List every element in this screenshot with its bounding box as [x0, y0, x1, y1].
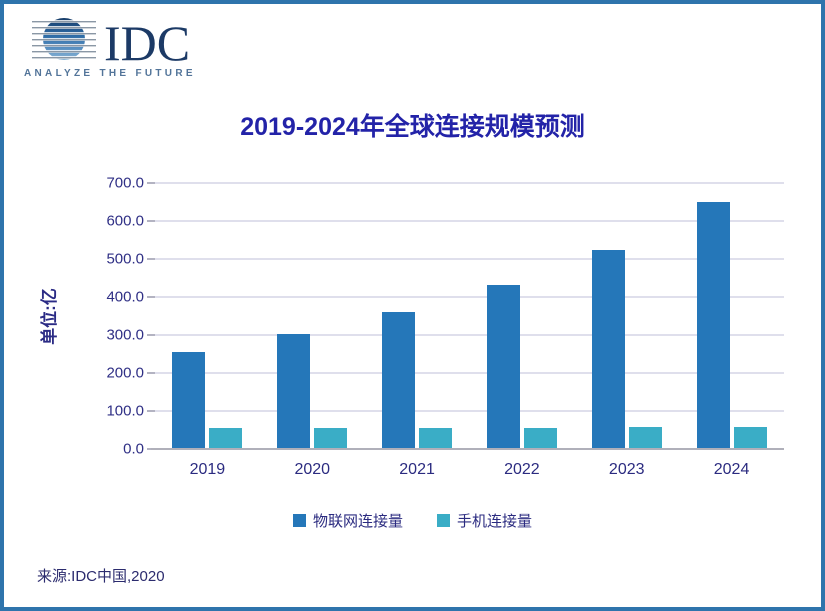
x-tick-label: 2023 — [608, 461, 645, 478]
x-axis-line — [151, 448, 784, 450]
legend-swatch-icon — [292, 514, 306, 527]
y-tick-mark — [147, 258, 155, 260]
source-note: 来源:IDC中国,2020 — [37, 568, 165, 585]
idc-wordmark: IDC — [104, 15, 190, 68]
y-tick-mark — [147, 296, 155, 298]
bar-group-2023 — [591, 183, 662, 449]
gridline — [155, 220, 784, 222]
bar-手机连接量-2021 — [419, 428, 453, 449]
x-tick-label: 2024 — [713, 461, 750, 478]
gridline — [155, 182, 784, 184]
bar-手机连接量-2023 — [628, 427, 662, 449]
gridline — [155, 258, 784, 260]
plot-area — [151, 182, 784, 450]
y-axis-tick-marks — [147, 182, 155, 450]
chart-title: 2019-2024年全球连接规模预测 — [240, 113, 585, 141]
legend-label: 手机连接量 — [457, 513, 533, 530]
bar-group-2019 — [172, 183, 243, 449]
bar-group-2022 — [486, 183, 557, 449]
bar-手机连接量-2024 — [733, 427, 767, 449]
gridline — [155, 372, 784, 374]
x-axis-labels: 2019 2020 2021 2022 2023 2024 — [155, 461, 784, 479]
y-tick-mark — [147, 220, 155, 222]
y-tick-label: 600.0 — [106, 212, 144, 230]
legend-swatch-icon — [437, 514, 450, 527]
bar-手机连接量-2022 — [523, 427, 557, 449]
bar-group-2021 — [382, 183, 453, 449]
y-tick-label: 700.0 — [106, 174, 144, 192]
y-tick-mark — [147, 182, 155, 184]
gridline — [155, 410, 784, 412]
y-tick-label: 200.0 — [106, 364, 144, 382]
gridline — [155, 334, 784, 336]
x-tick-label: 2021 — [399, 461, 435, 478]
y-tick-label: 500.0 — [106, 250, 144, 268]
y-tick-mark — [147, 372, 155, 374]
x-tick-label: 2020 — [294, 461, 331, 478]
bar-物联网连接量-2021 — [382, 312, 416, 449]
x-tick-label: 2019 — [189, 461, 226, 478]
bar-物联网连接量-2019 — [172, 352, 206, 449]
bar-物联网连接量-2024 — [696, 202, 730, 449]
bar-group-2020 — [277, 183, 348, 449]
legend: 物联网连接量 手机连接量 — [4, 510, 821, 531]
idc-logo: IDC ANALYZE THE FUTURE — [20, 12, 220, 84]
y-axis-tick-labels: 700.0 600.0 500.0 400.0 300.0 200.0 100.0 0.0 — [56, 175, 144, 458]
y-tick-label: 0.0 — [123, 440, 144, 458]
bar-物联网连接量-2022 — [486, 284, 520, 449]
x-tick-label: 2022 — [504, 461, 540, 478]
y-tick-mark — [147, 334, 155, 336]
y-tick-label: 300.0 — [106, 326, 144, 344]
bar-手机连接量-2019 — [209, 428, 243, 449]
y-tick-label: 100.0 — [106, 402, 144, 420]
gridline — [155, 296, 784, 298]
legend-item-物联网连接量: 物联网连接量 — [292, 510, 403, 531]
legend-item-手机连接量: 手机连接量 — [437, 510, 532, 531]
idc-globe-icon: IDC — [32, 15, 190, 68]
bar-groups — [155, 183, 784, 449]
bar-group-2024 — [696, 183, 767, 449]
y-tick-label: 400.0 — [106, 288, 144, 306]
bar-物联网连接量-2023 — [591, 249, 625, 449]
bar-手机连接量-2020 — [314, 428, 348, 449]
bar-物联网连接量-2020 — [277, 334, 311, 449]
legend-label: 物联网连接量 — [312, 513, 403, 530]
idc-tagline: ANALYZE THE FUTURE — [24, 68, 196, 79]
y-tick-mark — [147, 410, 155, 412]
